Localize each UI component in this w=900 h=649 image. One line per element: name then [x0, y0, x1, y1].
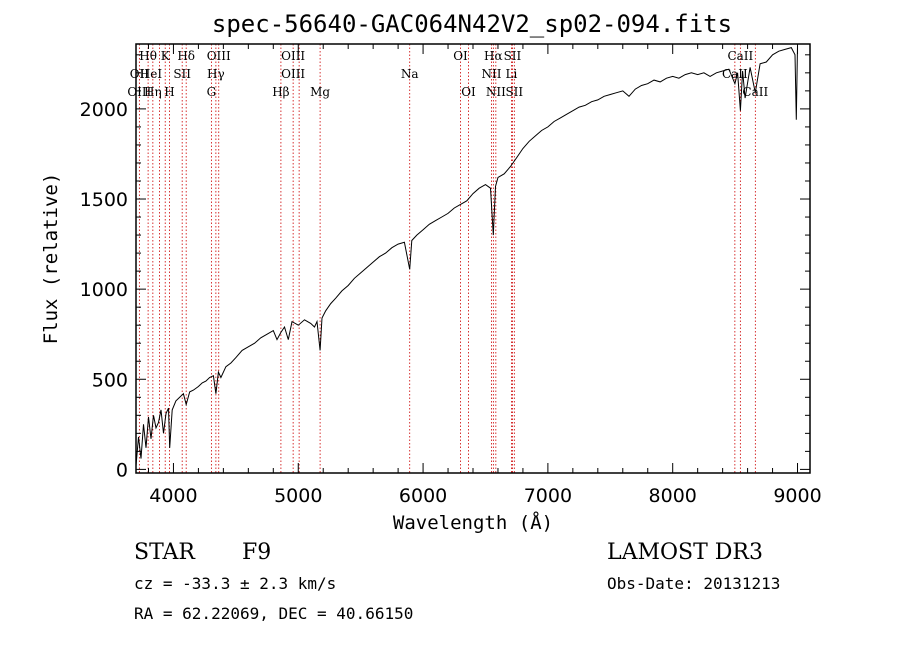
spectral-line-label: SII: [505, 85, 523, 99]
spectral-line-label: OI: [453, 49, 468, 63]
line-labels: Hθ OII OIII HeI Hη K H SII Hδ OIII Hγ G OIII OIII Hβ Mg…: [127, 49, 768, 99]
spectrum-series-line: [135, 45, 798, 466]
spectral-line-label: HeI: [140, 67, 163, 81]
y-axis-label: Flux (relative): [40, 173, 62, 345]
spectral-line-label: H: [164, 85, 174, 99]
plot-frame: [135, 43, 811, 474]
spectral-line-label: Hη: [144, 85, 162, 99]
x-axis-label: Wavelength (Å): [393, 511, 553, 534]
spectral-line-label: SII: [504, 49, 522, 63]
x-axis-ticks: 4000 5000 6000 7000 8000 9000: [147, 44, 822, 507]
survey-name: LAMOST DR3: [607, 540, 763, 565]
x-tick-label: 5000: [274, 485, 322, 507]
observation-date: Obs-Date: 20131213: [607, 574, 781, 593]
spectral-line-label: OII: [130, 67, 150, 81]
y-tick-label: 1000: [80, 279, 128, 301]
spectral-line-label: OI: [461, 85, 476, 99]
spectral-line-label: G: [207, 85, 217, 99]
line-markers: [138, 44, 756, 473]
spectral-line-label: SII: [173, 67, 191, 81]
spectral-line-label: K: [161, 49, 171, 63]
spectral-line-label: OIII: [127, 85, 151, 99]
spectral-line-label: Hβ: [272, 85, 289, 99]
spectral-line-label: Hγ: [207, 67, 225, 81]
spectral-line-label: Mg: [310, 85, 330, 99]
spectral-line-label: CaII: [722, 67, 748, 81]
spectral-line-label: Li: [506, 67, 518, 81]
redshift-velocity: cz = -33.3 ± 2.3 km/s: [134, 574, 337, 593]
spectral-line-label: NII: [486, 85, 506, 99]
spectral-line-label: Hα: [484, 49, 503, 63]
spectral-line-label: Na: [401, 67, 419, 81]
y-tick-label: 1500: [80, 189, 128, 211]
x-tick-label: 7000: [524, 485, 572, 507]
y-tick-label: 0: [116, 459, 128, 481]
spectral-line-label: Hθ: [139, 49, 157, 63]
x-tick-label: 8000: [649, 485, 697, 507]
object-subclass: F9: [242, 540, 272, 565]
spectral-line-label: OIII: [281, 49, 305, 63]
spectral-line-label: NII: [481, 67, 501, 81]
x-tick-label: 4000: [149, 485, 197, 507]
x-tick-label: 9000: [773, 485, 821, 507]
spectral-line-label: OIII: [281, 67, 305, 81]
object-class: STAR: [134, 540, 195, 565]
y-axis-ticks: 0 500 1000 1500 2000: [80, 54, 810, 481]
spectral-line-label: CaII: [727, 49, 753, 63]
chart-title: spec-56640-GAC064N42V2_sp02-094.fits: [212, 10, 732, 38]
x-tick-label: 6000: [399, 485, 447, 507]
spectral-line-label: OIII: [207, 49, 231, 63]
coordinates: RA = 62.22069, DEC = 40.66150: [134, 604, 414, 623]
y-tick-label: 2000: [80, 99, 128, 121]
y-tick-label: 500: [92, 369, 128, 391]
spectral-line-label: Hδ: [177, 49, 195, 63]
